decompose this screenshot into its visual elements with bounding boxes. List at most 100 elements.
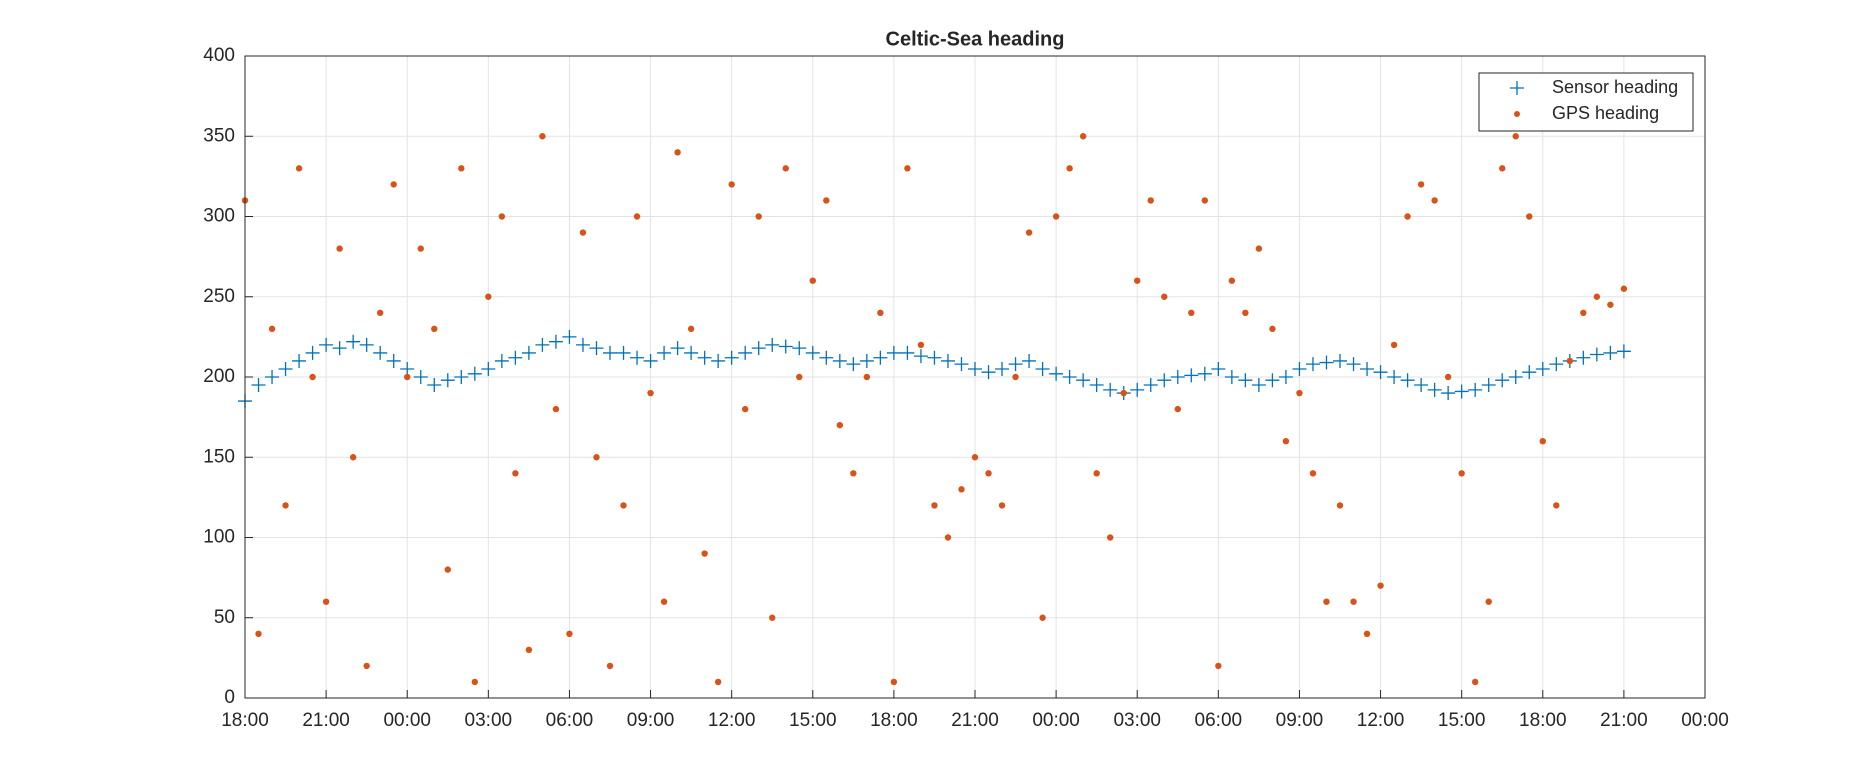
gps-point xyxy=(1282,438,1290,445)
gps-point xyxy=(295,165,303,172)
sensor-point xyxy=(562,329,577,344)
sensor-point xyxy=(1360,361,1375,376)
sensor-point xyxy=(1616,344,1631,359)
gps-point xyxy=(782,165,789,172)
sensor-point xyxy=(508,350,523,365)
sensor-point xyxy=(765,337,780,352)
sensor-point xyxy=(1170,370,1185,384)
sensor-point xyxy=(751,341,766,356)
x-tick-label: 18:00 xyxy=(221,710,269,731)
sensor-point xyxy=(792,341,807,356)
sensor-point xyxy=(1495,373,1510,388)
gps-point xyxy=(944,534,952,541)
gps-point xyxy=(1201,197,1209,204)
gps-point xyxy=(1458,470,1465,477)
y-tick-label: 200 xyxy=(203,366,235,387)
sensor-point xyxy=(724,350,739,365)
gps-point xyxy=(1242,309,1249,316)
gps-point xyxy=(971,454,979,461)
x-tick-label: 06:00 xyxy=(1195,710,1243,731)
sensor-point xyxy=(1197,366,1212,381)
gps-point xyxy=(796,373,803,381)
gps-point xyxy=(498,213,506,220)
gps-point xyxy=(620,502,627,509)
gps-point xyxy=(714,678,722,686)
sensor-point xyxy=(1238,373,1253,388)
sensor-point xyxy=(900,345,915,360)
x-tick-label: 00:00 xyxy=(383,710,431,731)
sensor-point xyxy=(265,370,280,384)
sensor-point xyxy=(575,337,590,352)
gps-point xyxy=(1147,197,1154,204)
sensor-point xyxy=(630,350,645,365)
gps-point xyxy=(647,389,654,397)
gps-point xyxy=(566,630,573,637)
sensor-point xyxy=(1576,350,1591,365)
gps-point xyxy=(1228,277,1236,284)
x-tick-label: 06:00 xyxy=(546,710,594,731)
x-tick-label: 15:00 xyxy=(789,710,837,731)
sensor-point xyxy=(413,370,428,384)
sensor-point xyxy=(1089,378,1104,393)
sensor-point xyxy=(1319,355,1334,370)
gps-point xyxy=(1079,133,1087,140)
sensor-point xyxy=(359,337,374,352)
gps-point xyxy=(1620,285,1628,292)
y-tick-label: 300 xyxy=(203,206,235,227)
gps-point xyxy=(1539,438,1546,445)
gps-point xyxy=(539,133,546,140)
sensor-point xyxy=(859,353,874,368)
sensor-point xyxy=(873,350,888,365)
sensor-point xyxy=(684,345,699,360)
sensor-point xyxy=(292,353,307,368)
sensor-point xyxy=(305,345,320,360)
y-tick-label: 400 xyxy=(203,45,235,66)
sensor-point xyxy=(832,353,847,368)
gps-point xyxy=(958,486,965,493)
gps-point xyxy=(1134,277,1141,284)
legend-label: Sensor heading xyxy=(1552,77,1678,97)
gps-point xyxy=(336,245,343,252)
gps-point xyxy=(809,277,816,284)
sensor-point xyxy=(1414,378,1429,393)
sensor-point xyxy=(535,337,550,352)
gps-point xyxy=(1350,598,1357,605)
x-tick-label: 03:00 xyxy=(465,710,513,731)
sensor-point xyxy=(1454,384,1469,399)
sensor-point xyxy=(1549,357,1564,372)
gps-point xyxy=(998,502,1006,509)
plot-frame xyxy=(244,55,1706,699)
sensor-point xyxy=(1535,361,1550,376)
gps-point xyxy=(687,325,695,333)
gps-point xyxy=(1052,213,1060,220)
gps-point xyxy=(1066,165,1073,172)
gps-point xyxy=(1377,582,1384,589)
sensor-point xyxy=(819,350,834,365)
sensor-point xyxy=(1251,378,1266,393)
gps-point xyxy=(485,293,492,300)
gps-point xyxy=(1526,213,1533,220)
gps-point xyxy=(593,454,600,461)
x-tick-label: 09:00 xyxy=(1276,710,1324,731)
gps-point xyxy=(1039,614,1046,621)
y-tick-label: 50 xyxy=(214,607,235,628)
gps-point xyxy=(836,421,844,429)
sensor-point xyxy=(319,337,334,352)
gps-point xyxy=(1336,502,1344,509)
gps-point xyxy=(674,149,681,156)
gps-point xyxy=(1580,309,1587,316)
x-tick-label: 18:00 xyxy=(1519,710,1567,731)
gps-point xyxy=(1404,213,1411,220)
sensor-point xyxy=(913,349,928,364)
x-tick-label: 21:00 xyxy=(302,710,350,731)
sensor-point xyxy=(1522,365,1537,380)
gps-point xyxy=(1012,373,1019,381)
gps-point xyxy=(1161,293,1168,300)
y-tick-label: 0 xyxy=(224,687,235,708)
gps-point xyxy=(268,325,276,333)
legend-marker xyxy=(1510,81,1524,95)
legend-marker xyxy=(1514,111,1520,117)
gps-point xyxy=(1553,502,1560,509)
gps-point xyxy=(890,678,898,686)
